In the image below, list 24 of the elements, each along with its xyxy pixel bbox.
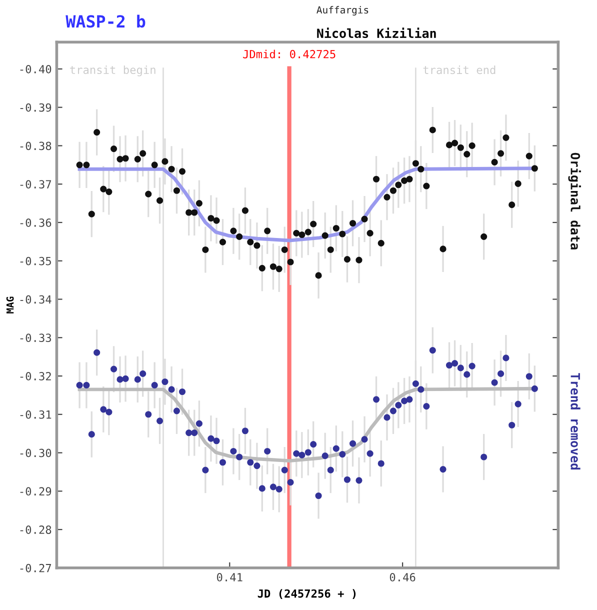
y-axis-title: MAG — [6, 296, 14, 314]
text: Nicolas Kizilian — [317, 28, 436, 38]
y-tick-label: -0.33 — [20, 334, 52, 342]
y-tick-label: -0.30 — [20, 448, 52, 458]
x-tick-label: 0.41 — [216, 573, 242, 582]
chart-subtitle: Auffargis — [316, 6, 368, 16]
y-tick-label: -0.36 — [20, 218, 52, 227]
y-tick-label: -0.28 — [20, 526, 52, 534]
y-tick-label: -0.34 — [20, 295, 52, 304]
text: Original data — [568, 152, 581, 250]
y-tick-label: -0.32 — [20, 372, 51, 380]
x-tick-label: 0.46 — [390, 573, 416, 582]
ref-line-label: JDmid: 0.42725 — [243, 50, 336, 58]
y-tick-label: -0.31 — [20, 410, 52, 419]
y-tick-label: -0.35 — [20, 256, 51, 266]
y-tick-label: -0.37 — [20, 180, 52, 189]
chart-title: WASP-2 b — [66, 14, 146, 28]
y-tick-label: -0.39 — [20, 103, 52, 112]
y-tick-label: -0.38 — [20, 142, 52, 150]
y-tick-label: -0.40 — [20, 64, 52, 74]
text: Trend removed — [570, 373, 580, 470]
y-tick-label: -0.27 — [20, 564, 52, 572]
y-tick-label: -0.29 — [20, 487, 52, 496]
x-axis-title: JD (2457256 + ) — [258, 589, 356, 600]
